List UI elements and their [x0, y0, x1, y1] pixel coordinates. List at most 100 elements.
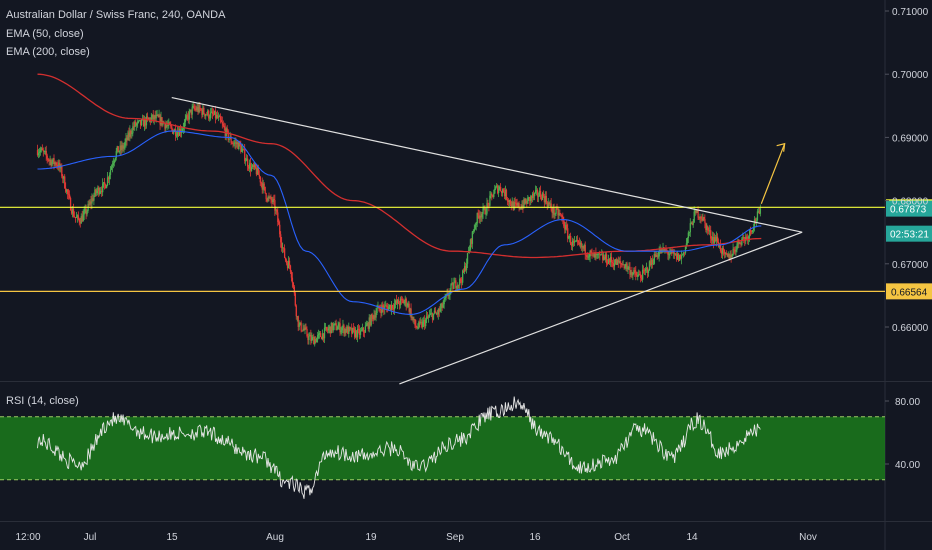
candle-body — [111, 165, 114, 167]
candle-body — [527, 197, 529, 204]
candle-body — [556, 208, 558, 210]
candle-body — [93, 195, 95, 201]
candle-body — [307, 336, 309, 341]
candle-body — [642, 269, 644, 280]
candle-body — [50, 159, 52, 166]
candle-body — [195, 108, 197, 111]
candle-body — [177, 132, 180, 136]
time-axis-label: 12:00 — [15, 532, 40, 543]
price-axis-label: 0.67000 — [892, 260, 929, 271]
candle-body — [582, 246, 584, 249]
rsi-line — [37, 396, 761, 499]
candle-body — [755, 220, 758, 222]
candle-body — [46, 155, 48, 159]
candle-body — [412, 316, 414, 321]
candle-body — [625, 263, 627, 267]
candle-body — [363, 331, 366, 333]
candle-body — [150, 117, 152, 122]
candle-body — [136, 123, 138, 126]
candle-body — [186, 115, 188, 117]
candle-body — [338, 323, 340, 327]
candle-body — [260, 182, 262, 184]
candle-body — [287, 260, 290, 269]
candle-body — [64, 176, 66, 189]
candle-body — [144, 118, 147, 126]
candle-body — [258, 174, 260, 177]
candle-body — [608, 259, 611, 263]
candle-body — [262, 183, 264, 190]
candle-body — [737, 239, 739, 245]
candle-body — [335, 323, 337, 330]
candle-body — [649, 261, 652, 266]
candle-body — [558, 213, 560, 216]
candle-body — [689, 223, 691, 233]
rsi-band-fill — [0, 416, 885, 480]
candle-body — [198, 105, 200, 112]
candle-body — [472, 231, 475, 232]
candle-body — [628, 266, 630, 268]
candle-body — [690, 222, 692, 224]
candle-body — [758, 211, 761, 214]
candle-body — [531, 196, 533, 198]
time-axis-label: Aug — [266, 532, 284, 543]
candle-body — [187, 115, 189, 120]
candle-body — [242, 148, 244, 150]
candle-body — [157, 114, 159, 118]
candle-body — [272, 198, 274, 203]
candle-body — [309, 335, 311, 337]
candle-body — [605, 254, 607, 260]
candle-body — [235, 142, 237, 145]
candle-body — [256, 167, 259, 175]
candle-body — [49, 159, 51, 161]
candle-body — [88, 203, 90, 205]
candle-body — [635, 271, 637, 276]
candle-body — [425, 319, 427, 327]
candle-body — [451, 282, 453, 285]
candle-body — [241, 148, 243, 152]
candle-body — [113, 160, 116, 164]
candle-body — [44, 150, 46, 152]
candle-body — [609, 256, 612, 263]
candle-body — [248, 163, 251, 169]
time-axis-label: Nov — [799, 532, 817, 543]
candle-body — [291, 277, 294, 283]
candle-body — [217, 116, 220, 118]
candle-body — [618, 261, 620, 263]
candle-body — [393, 304, 396, 310]
candle-body — [284, 257, 287, 261]
candle-body — [99, 191, 101, 194]
candle-body — [231, 142, 233, 144]
candle-body — [200, 109, 202, 110]
time-axis-label: 16 — [529, 532, 541, 543]
candle-body — [422, 321, 424, 328]
candle-body — [343, 325, 345, 334]
candle-body — [357, 328, 360, 330]
candle-body — [438, 309, 440, 312]
candle-body — [401, 299, 404, 301]
candle-body — [731, 254, 733, 258]
candle-body — [675, 253, 677, 255]
candle-body — [355, 330, 357, 337]
candle-body — [719, 243, 722, 251]
candle-body — [103, 182, 106, 185]
candle-body — [322, 333, 325, 339]
candle-body — [721, 248, 724, 254]
candle-body — [286, 263, 289, 269]
candle-body — [587, 256, 589, 258]
price-axis-label: 0.69000 — [892, 133, 929, 144]
candle-body — [548, 202, 550, 205]
candle-body — [733, 248, 735, 250]
candle-body — [642, 269, 645, 271]
candle-body — [708, 230, 710, 232]
candle-body — [522, 205, 524, 208]
candle-body — [457, 284, 459, 288]
candle-body — [427, 316, 430, 318]
candle-body — [749, 229, 752, 232]
candle-body — [109, 169, 112, 175]
candle-body — [374, 315, 376, 318]
candle-body — [356, 328, 359, 338]
candle-body — [94, 189, 96, 196]
candle-body — [429, 313, 432, 315]
candle-body — [62, 176, 64, 179]
